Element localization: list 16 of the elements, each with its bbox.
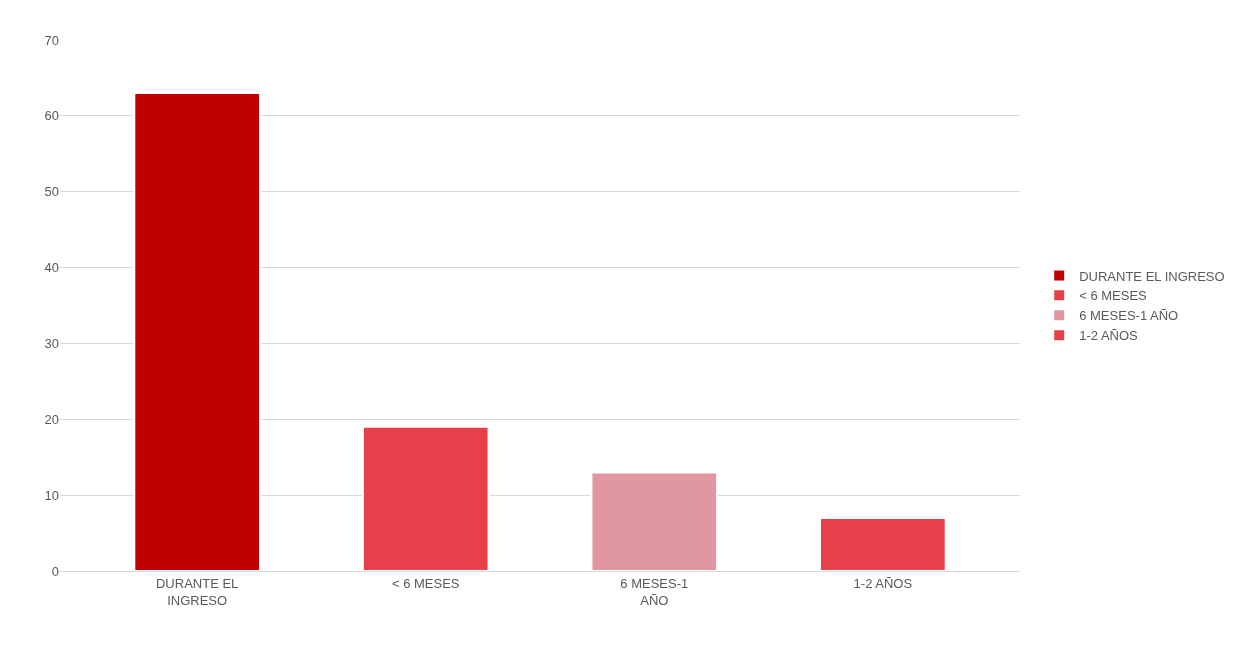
x-tick-label: < 6 MESES xyxy=(391,575,460,591)
y-tick-label: 50 xyxy=(44,184,59,200)
legend-label: < 6 MESES xyxy=(1079,288,1148,304)
y-tick-label: 20 xyxy=(44,411,59,427)
legend-label: 1-2 AÑOS xyxy=(1079,328,1139,344)
y-tick-label: 40 xyxy=(44,260,59,276)
x-tick-label: 1-2 AÑOS xyxy=(853,575,913,591)
y-tick-label: 10 xyxy=(44,487,59,503)
y-tick-label: 60 xyxy=(44,108,59,124)
legend-label: DURANTE EL INGRESO xyxy=(1079,268,1225,284)
y-tick-label: 30 xyxy=(44,335,59,351)
x-tick-label: DURANTE EL INGRESO xyxy=(155,575,239,608)
x-tick-label: 6 MESES-1 AÑO xyxy=(620,575,689,608)
legend-label: 6 MESES-1 AÑO xyxy=(1079,308,1179,324)
y-tick-label: 0 xyxy=(51,563,59,579)
y-tick-label: 70 xyxy=(44,32,59,48)
